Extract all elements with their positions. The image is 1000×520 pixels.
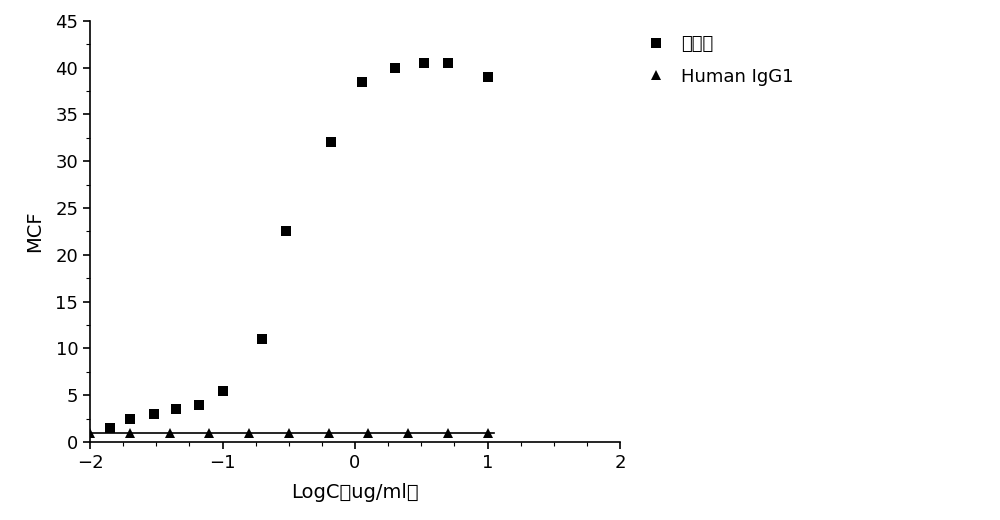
Human IgG1 [362,430,374,436]
参考品 [256,336,268,342]
参考品 [418,60,430,66]
参考品 [389,64,401,71]
Human IgG1 [84,430,96,436]
参考品 [356,79,368,85]
Human IgG1 [283,430,295,436]
参考品 [170,406,182,412]
参考品 [148,411,160,417]
X-axis label: LogC（ug/ml）: LogC（ug/ml） [291,483,419,502]
Y-axis label: MCF: MCF [25,211,44,252]
Legend: 参考品, Human IgG1: 参考品, Human IgG1 [640,30,799,91]
Human IgG1 [164,430,176,436]
Human IgG1 [243,430,255,436]
Line: Human IgG1: Human IgG1 [85,428,492,437]
参考品 [442,60,454,66]
Human IgG1 [124,430,136,436]
参考品 [280,228,292,235]
参考品 [216,387,228,394]
参考品 [325,139,337,146]
Human IgG1 [402,430,414,436]
参考品 [482,74,494,80]
Human IgG1 [482,430,494,436]
参考品 [104,425,116,431]
Human IgG1 [322,430,334,436]
Human IgG1 [203,430,215,436]
参考品 [193,401,205,408]
Human IgG1 [442,430,454,436]
Line: 参考品: 参考品 [105,58,492,433]
参考品 [124,415,136,422]
